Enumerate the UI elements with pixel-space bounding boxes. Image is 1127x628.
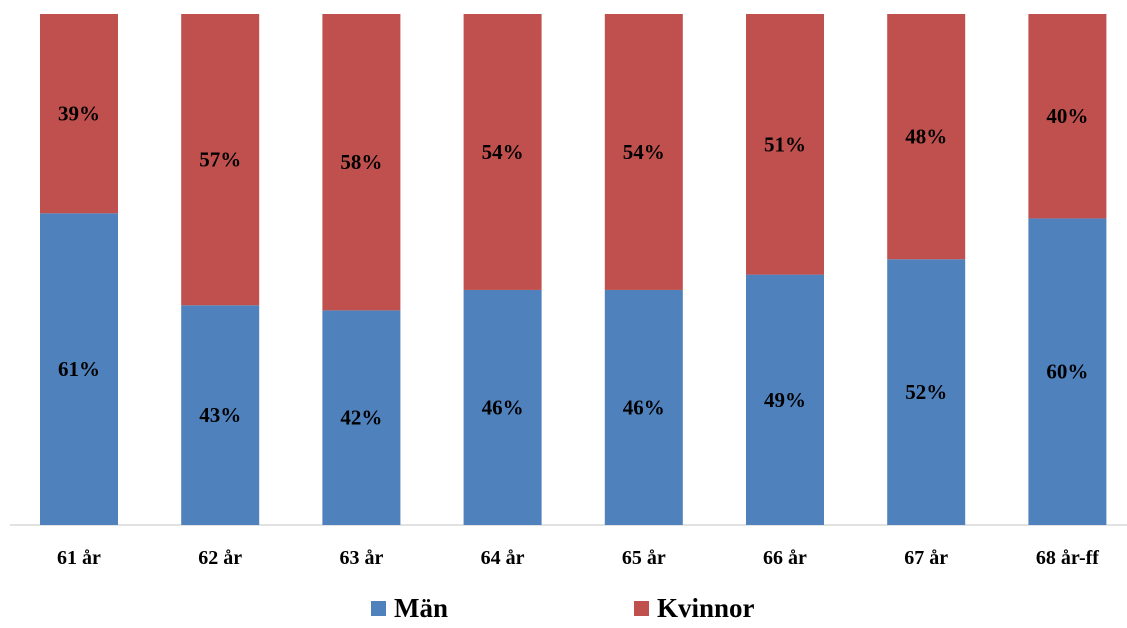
data-label-kvinnor-6: 48% xyxy=(905,125,947,149)
bar-kvinnor-0 xyxy=(40,14,118,214)
x-tick-label-7: 68 år-ff xyxy=(1036,547,1099,569)
bar-kvinnor-5 xyxy=(746,14,824,275)
bar-man-7 xyxy=(1028,218,1107,525)
data-label-man-1: 43% xyxy=(199,403,241,427)
bar-man-5 xyxy=(746,274,824,525)
x-tick-label-6: 67 år xyxy=(904,547,948,569)
legend-item-kvinnor: Kvinnor xyxy=(634,588,755,628)
stacked-bar-chart: 61% 39% 43% 57% 42% 58% 46% 54% 46% 54% 49% 51% 52% 4… xyxy=(10,14,1127,569)
data-label-kvinnor-0: 39% xyxy=(58,102,100,126)
data-label-kvinnor-1: 57% xyxy=(199,148,241,172)
x-tick-label-4: 65 år xyxy=(622,547,666,569)
x-tick-label-2: 63 år xyxy=(339,547,383,569)
bar-man-1 xyxy=(181,305,260,525)
x-tick-labels-group: 61 år 62 år 63 år 64 år 65 år 66 år 67 år 68 år… xyxy=(57,547,1099,569)
legend-label-kvinnor: Kvinnor xyxy=(657,593,755,623)
bar-man-4 xyxy=(604,289,683,525)
legend-label-man: Män xyxy=(394,593,448,623)
x-tick-label-0: 61 år xyxy=(57,547,101,569)
legend: Män Kvinnor xyxy=(0,588,1127,628)
data-label-man-6: 52% xyxy=(905,380,947,404)
data-label-kvinnor-5: 51% xyxy=(764,132,806,156)
data-label-man-5: 49% xyxy=(764,388,806,412)
bar-kvinnor-4 xyxy=(604,14,683,290)
data-label-man-4: 46% xyxy=(623,395,665,419)
bar-kvinnor-2 xyxy=(322,14,401,311)
data-label-man-7: 60% xyxy=(1046,360,1088,384)
legend-swatch-kvinnor xyxy=(634,600,649,616)
bar-kvinnor-6 xyxy=(887,14,966,260)
data-label-man-3: 46% xyxy=(482,395,524,419)
x-tick-label-3: 64 år xyxy=(481,547,525,569)
data-label-kvinnor-7: 40% xyxy=(1046,104,1088,128)
x-tick-label-5: 66 år xyxy=(763,547,807,569)
bar-man-2 xyxy=(322,310,401,525)
bars-group xyxy=(40,14,1107,526)
bar-kvinnor-1 xyxy=(181,14,260,306)
data-label-kvinnor-4: 54% xyxy=(623,140,665,164)
data-labels-group: 61% 39% 43% 57% 42% 58% 46% 54% 46% 54% 49% 51% 52% 4… xyxy=(58,102,1088,430)
legend-swatch-man xyxy=(371,600,386,616)
data-label-kvinnor-3: 54% xyxy=(482,140,524,164)
bar-man-6 xyxy=(887,259,966,525)
bar-man-3 xyxy=(463,289,542,525)
data-label-man-0: 61% xyxy=(58,357,100,381)
bar-kvinnor-3 xyxy=(463,14,542,290)
data-label-man-2: 42% xyxy=(340,406,382,430)
bar-kvinnor-7 xyxy=(1028,14,1107,219)
x-tick-label-1: 62 år xyxy=(198,547,242,569)
legend-item-man: Män xyxy=(371,588,448,628)
data-label-kvinnor-2: 58% xyxy=(340,150,382,174)
bar-man-0 xyxy=(40,213,118,526)
